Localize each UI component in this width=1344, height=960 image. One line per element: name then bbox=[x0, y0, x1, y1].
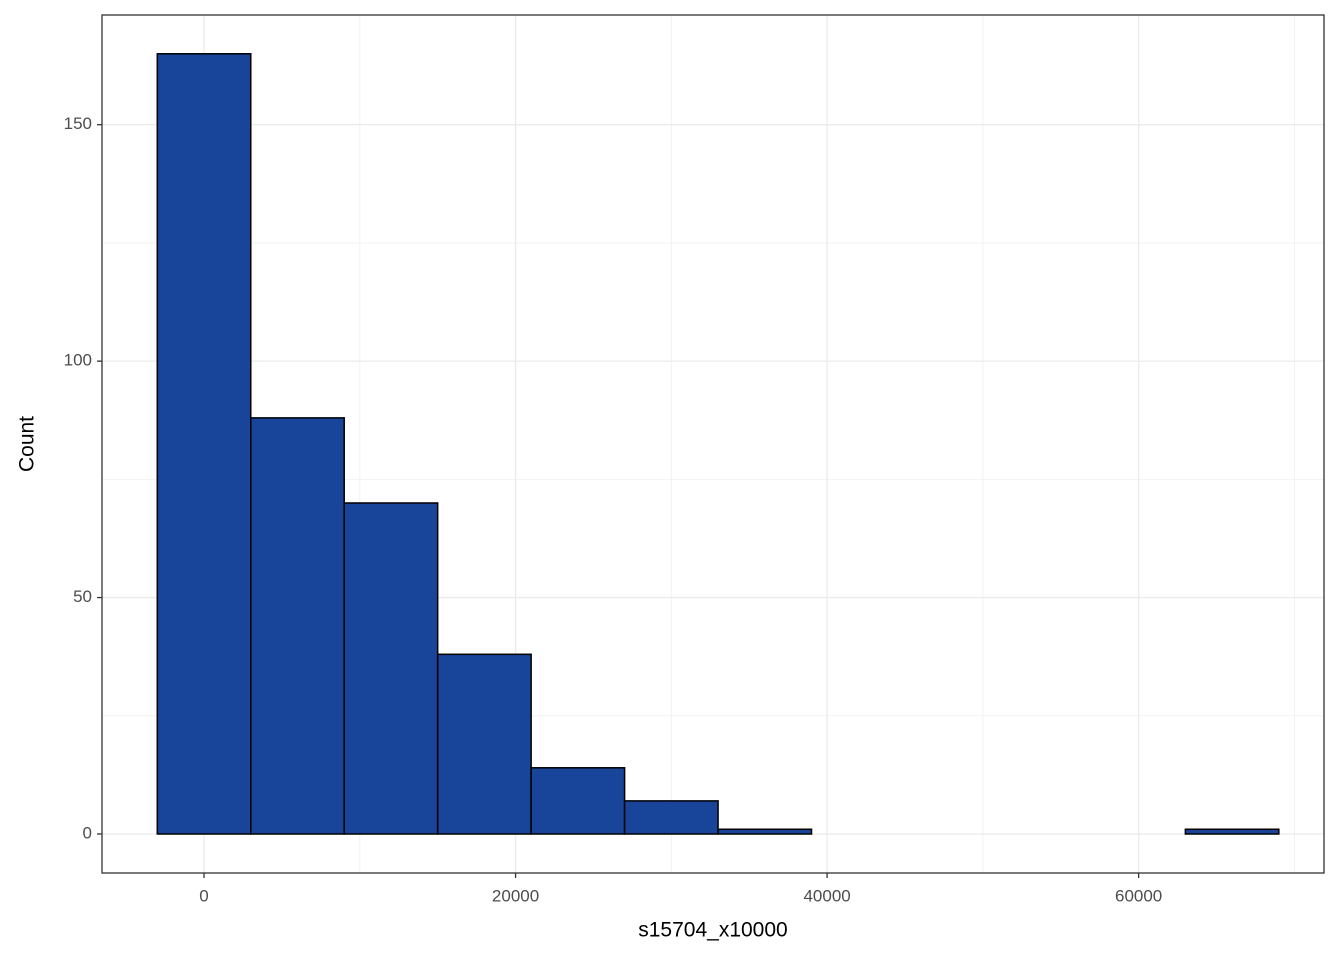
bar bbox=[530, 767, 626, 835]
x-tick-label: 20000 bbox=[492, 886, 539, 905]
x-axis-title: s15704_x10000 bbox=[638, 919, 787, 942]
bar bbox=[717, 828, 813, 835]
y-axis-title: Count bbox=[16, 416, 39, 472]
x-tick-label: 0 bbox=[199, 886, 208, 905]
y-tick-label: 50 bbox=[73, 587, 92, 606]
y-tick-label: 150 bbox=[64, 114, 92, 133]
y-tick-label: 0 bbox=[83, 823, 92, 842]
bar bbox=[156, 53, 252, 835]
x-tick-label: 40000 bbox=[803, 886, 850, 905]
panel-border bbox=[101, 14, 1325, 874]
bar bbox=[343, 502, 439, 835]
bar bbox=[436, 653, 532, 835]
bar bbox=[1184, 828, 1280, 835]
y-tick-label: 100 bbox=[64, 351, 92, 370]
bar bbox=[250, 417, 345, 835]
x-tick-label: 60000 bbox=[1115, 886, 1162, 905]
bar bbox=[623, 800, 719, 835]
